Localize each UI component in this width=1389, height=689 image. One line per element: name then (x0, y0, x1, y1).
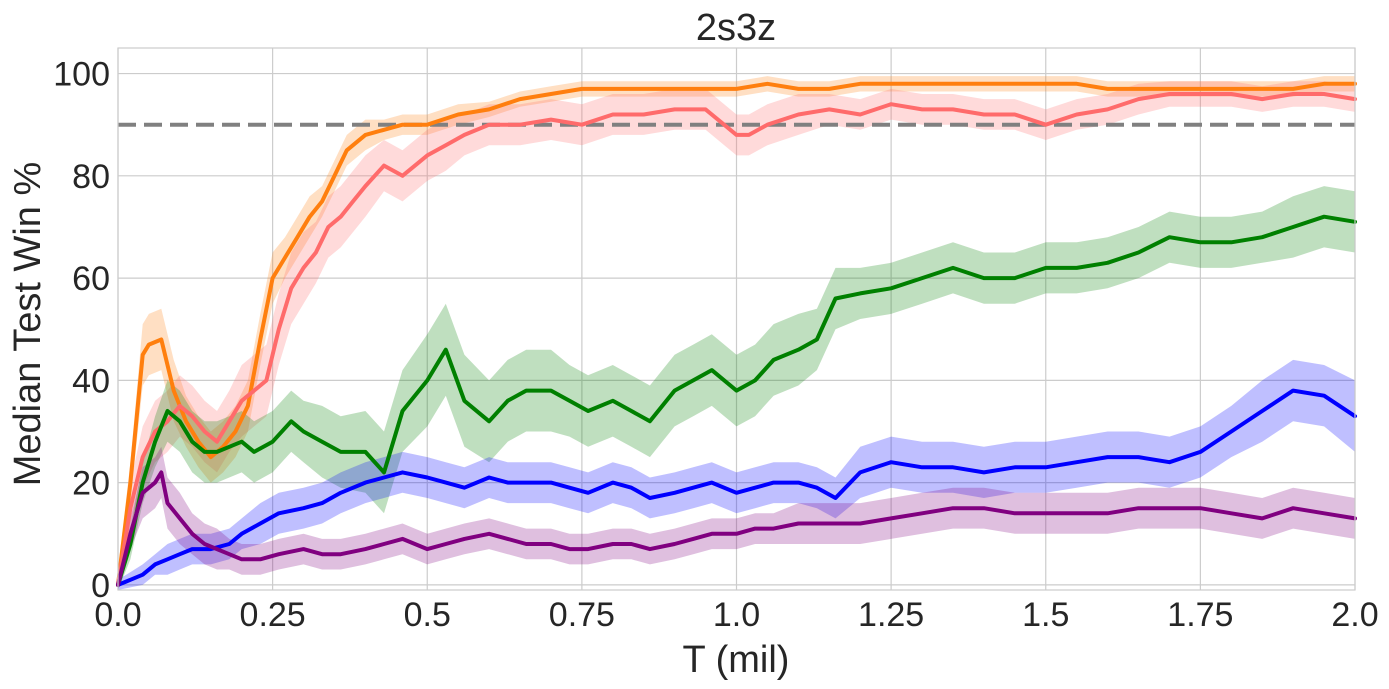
y-tick-label: 40 (72, 362, 110, 400)
plot-area (116, 47, 1357, 591)
y-tick-label: 100 (53, 56, 110, 94)
series-2-line (116, 214, 1357, 587)
chart-title: 2s3z (696, 7, 776, 49)
x-tick-label: 0.5 (404, 596, 451, 634)
series-4-band (118, 446, 1355, 590)
series-3-line (116, 388, 1357, 587)
y-tick-label: 0 (91, 567, 110, 605)
x-tick-label: 2.0 (1331, 596, 1378, 634)
x-tick-label: 1.5 (1022, 596, 1069, 634)
x-tick-label: 1.75 (1167, 596, 1233, 634)
x-axis-ticks: 0.0 0.25 0.5 0.75 1.0 1.25 1.5 1.75 2.0 (94, 596, 1378, 634)
series-lines (116, 81, 1357, 587)
x-tick-label: 0.0 (94, 596, 141, 634)
x-tick-label: 0.25 (240, 596, 306, 634)
plot-frame (117, 47, 1356, 591)
y-tick-label: 80 (72, 158, 110, 196)
x-tick-label: 0.75 (549, 596, 615, 634)
y-tick-label: 20 (72, 465, 110, 503)
x-axis-label: T (mil) (683, 639, 790, 681)
series-3-band (118, 359, 1355, 590)
y-axis-ticks: 0 20 40 60 80 100 (53, 56, 110, 605)
x-tick-label: 1.25 (858, 596, 924, 634)
series-4-line (116, 470, 1357, 587)
y-tick-label: 60 (72, 260, 110, 298)
series-1-line (116, 92, 1357, 587)
y-axis-label: Median Test Win % (7, 162, 49, 487)
x-tick-label: 1.0 (713, 596, 760, 634)
